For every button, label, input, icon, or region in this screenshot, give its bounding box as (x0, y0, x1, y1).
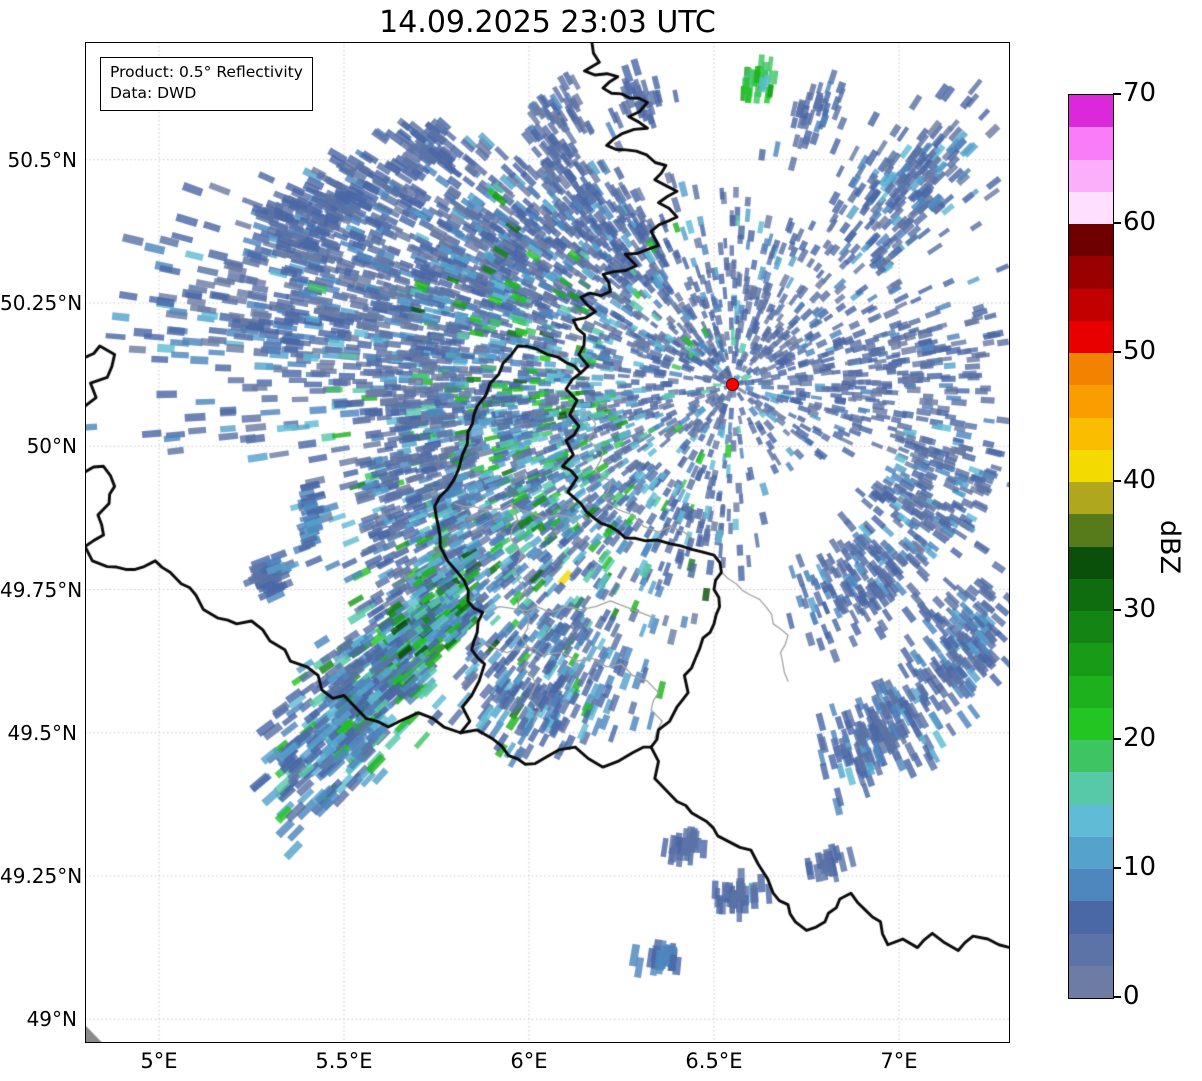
colorbar-segment (1069, 578, 1113, 611)
colorbar-segment (1069, 482, 1113, 515)
colorbar-tick-label: 50 (1123, 336, 1157, 366)
colorbar-tick-mark (1113, 867, 1121, 869)
colorbar-tick-mark (1113, 93, 1121, 95)
x-tick-label: 6.5°E (685, 1049, 743, 1073)
colorbar-segment (1069, 191, 1113, 224)
colorbar-segment (1069, 353, 1113, 386)
colorbar-tick-mark (1113, 996, 1121, 998)
y-tick-label: 49.75°N (0, 577, 83, 602)
y-tick-label: 50.25°N (0, 291, 83, 315)
y-tick-label: 49°N (26, 1007, 77, 1032)
colorbar-segment (1069, 546, 1113, 579)
product-label: Product: 0.5° Reflectivity (110, 63, 303, 81)
colorbar-tick-mark (1113, 480, 1121, 482)
y-tick-label: 50.5°N (7, 147, 78, 172)
data-source-label: Data: DWD (110, 84, 197, 103)
colorbar-segment (1069, 643, 1113, 676)
colorbar-tick-label: 10 (1123, 852, 1157, 882)
colorbar-tick-label: 60 (1123, 207, 1157, 237)
colorbar-segment (1069, 256, 1113, 289)
radar-map-plot (85, 42, 1010, 1043)
colorbar-segment (1069, 611, 1113, 644)
colorbar-segment (1069, 675, 1113, 708)
colorbar-segment (1069, 869, 1113, 902)
colorbar-segment (1069, 320, 1113, 353)
plot-title: 14.09.2025 23:03 UTC (379, 5, 716, 40)
colorbar-segment (1069, 385, 1113, 418)
colorbar-segment (1069, 288, 1113, 321)
colorbar-segment (1069, 514, 1113, 547)
colorbar-segment (1069, 933, 1113, 966)
x-tick-label: 5°E (140, 1049, 178, 1073)
y-tick-label: 49.5°N (7, 720, 78, 745)
colorbar-segment (1069, 224, 1113, 257)
colorbar-tick-mark (1113, 738, 1121, 740)
colorbar-segment (1069, 772, 1113, 805)
x-tick-label: 6°E (510, 1049, 548, 1073)
colorbar-tick-label: 20 (1123, 723, 1157, 753)
colorbar-segment (1069, 836, 1113, 869)
y-tick-label: 49.25°N (0, 864, 83, 888)
x-tick-label: 5.5°E (315, 1049, 373, 1073)
colorbar-segment (1069, 127, 1113, 160)
radar-site-marker (725, 377, 739, 391)
x-tick-label: 7°E (880, 1049, 918, 1073)
colorbar-tick-mark (1113, 222, 1121, 224)
colorbar-segment (1069, 417, 1113, 450)
colorbar-segment (1069, 901, 1113, 934)
colorbar-unit-label: dBZ (1154, 519, 1185, 575)
product-info-box: Product: 0.5° Reflectivity Data: DWD (100, 57, 313, 111)
colorbar-tick-label: 30 (1123, 594, 1157, 624)
colorbar-segment (1069, 965, 1113, 998)
colorbar-tick-mark (1113, 609, 1121, 611)
colorbar-segment (1069, 740, 1113, 773)
colorbar (1068, 94, 1114, 999)
colorbar-segment (1069, 95, 1113, 128)
y-tick-label: 50°N (26, 434, 77, 459)
colorbar-segment (1069, 804, 1113, 837)
colorbar-segment (1069, 707, 1113, 740)
colorbar-segment (1069, 159, 1113, 192)
colorbar-tick-label: 40 (1123, 465, 1157, 495)
colorbar-tick-mark (1113, 351, 1121, 353)
colorbar-tick-label: 70 (1123, 78, 1157, 108)
colorbar-segment (1069, 449, 1113, 482)
colorbar-tick-label: 0 (1123, 981, 1140, 1011)
